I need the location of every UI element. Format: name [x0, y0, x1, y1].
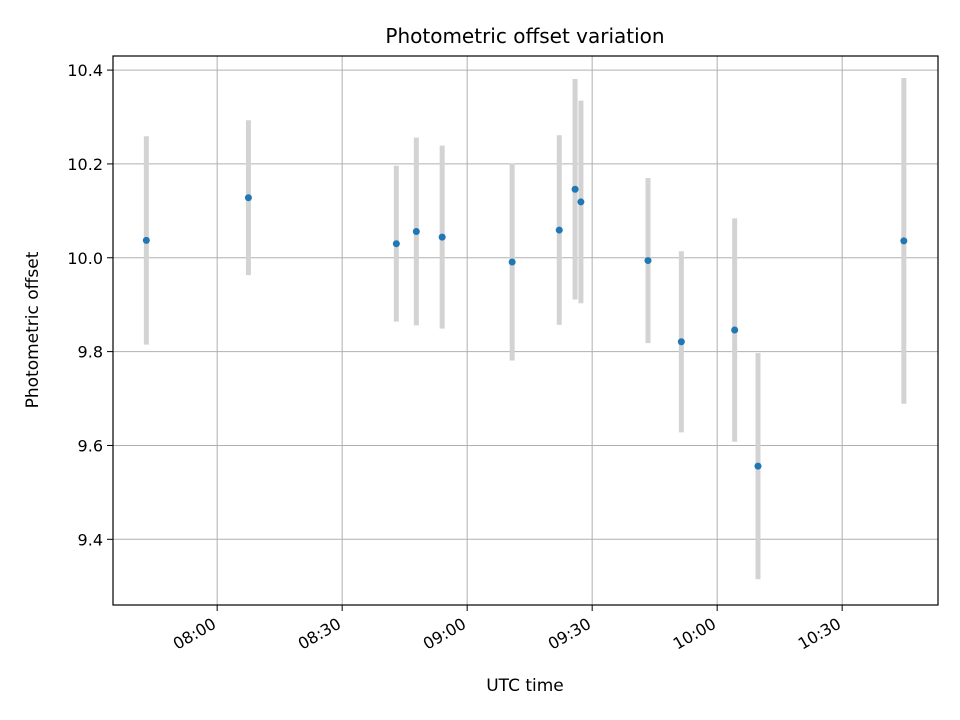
y-tick-label: 10.4	[67, 61, 103, 80]
data-point	[644, 257, 652, 265]
data-point	[142, 236, 150, 244]
y-tick-label: 9.8	[78, 343, 103, 362]
data-point	[555, 226, 563, 234]
data-point	[438, 233, 446, 241]
data-point	[754, 462, 762, 470]
data-point	[577, 198, 585, 206]
data-point	[677, 338, 685, 346]
x-axis-label: UTC time	[486, 676, 564, 696]
y-tick-label: 9.6	[78, 436, 103, 455]
data-point	[508, 258, 516, 266]
plot-frame	[112, 55, 939, 606]
y-tick-label: 10.2	[67, 155, 103, 174]
data-point	[731, 326, 739, 334]
data-point	[571, 185, 579, 193]
y-tick-label: 9.4	[78, 530, 103, 549]
y-tick-label: 10.0	[67, 249, 103, 268]
data-point	[900, 237, 908, 245]
y-axis-ticks: 9.4 9.6 9.8 10.0 10.2 10.4	[67, 61, 113, 549]
data-point	[392, 240, 400, 248]
chart-title: Photometric offset variation	[385, 24, 664, 48]
data-point	[412, 227, 420, 235]
data-point	[244, 194, 252, 202]
y-axis-label: Photometric offset	[23, 251, 43, 408]
data-points	[142, 185, 908, 470]
